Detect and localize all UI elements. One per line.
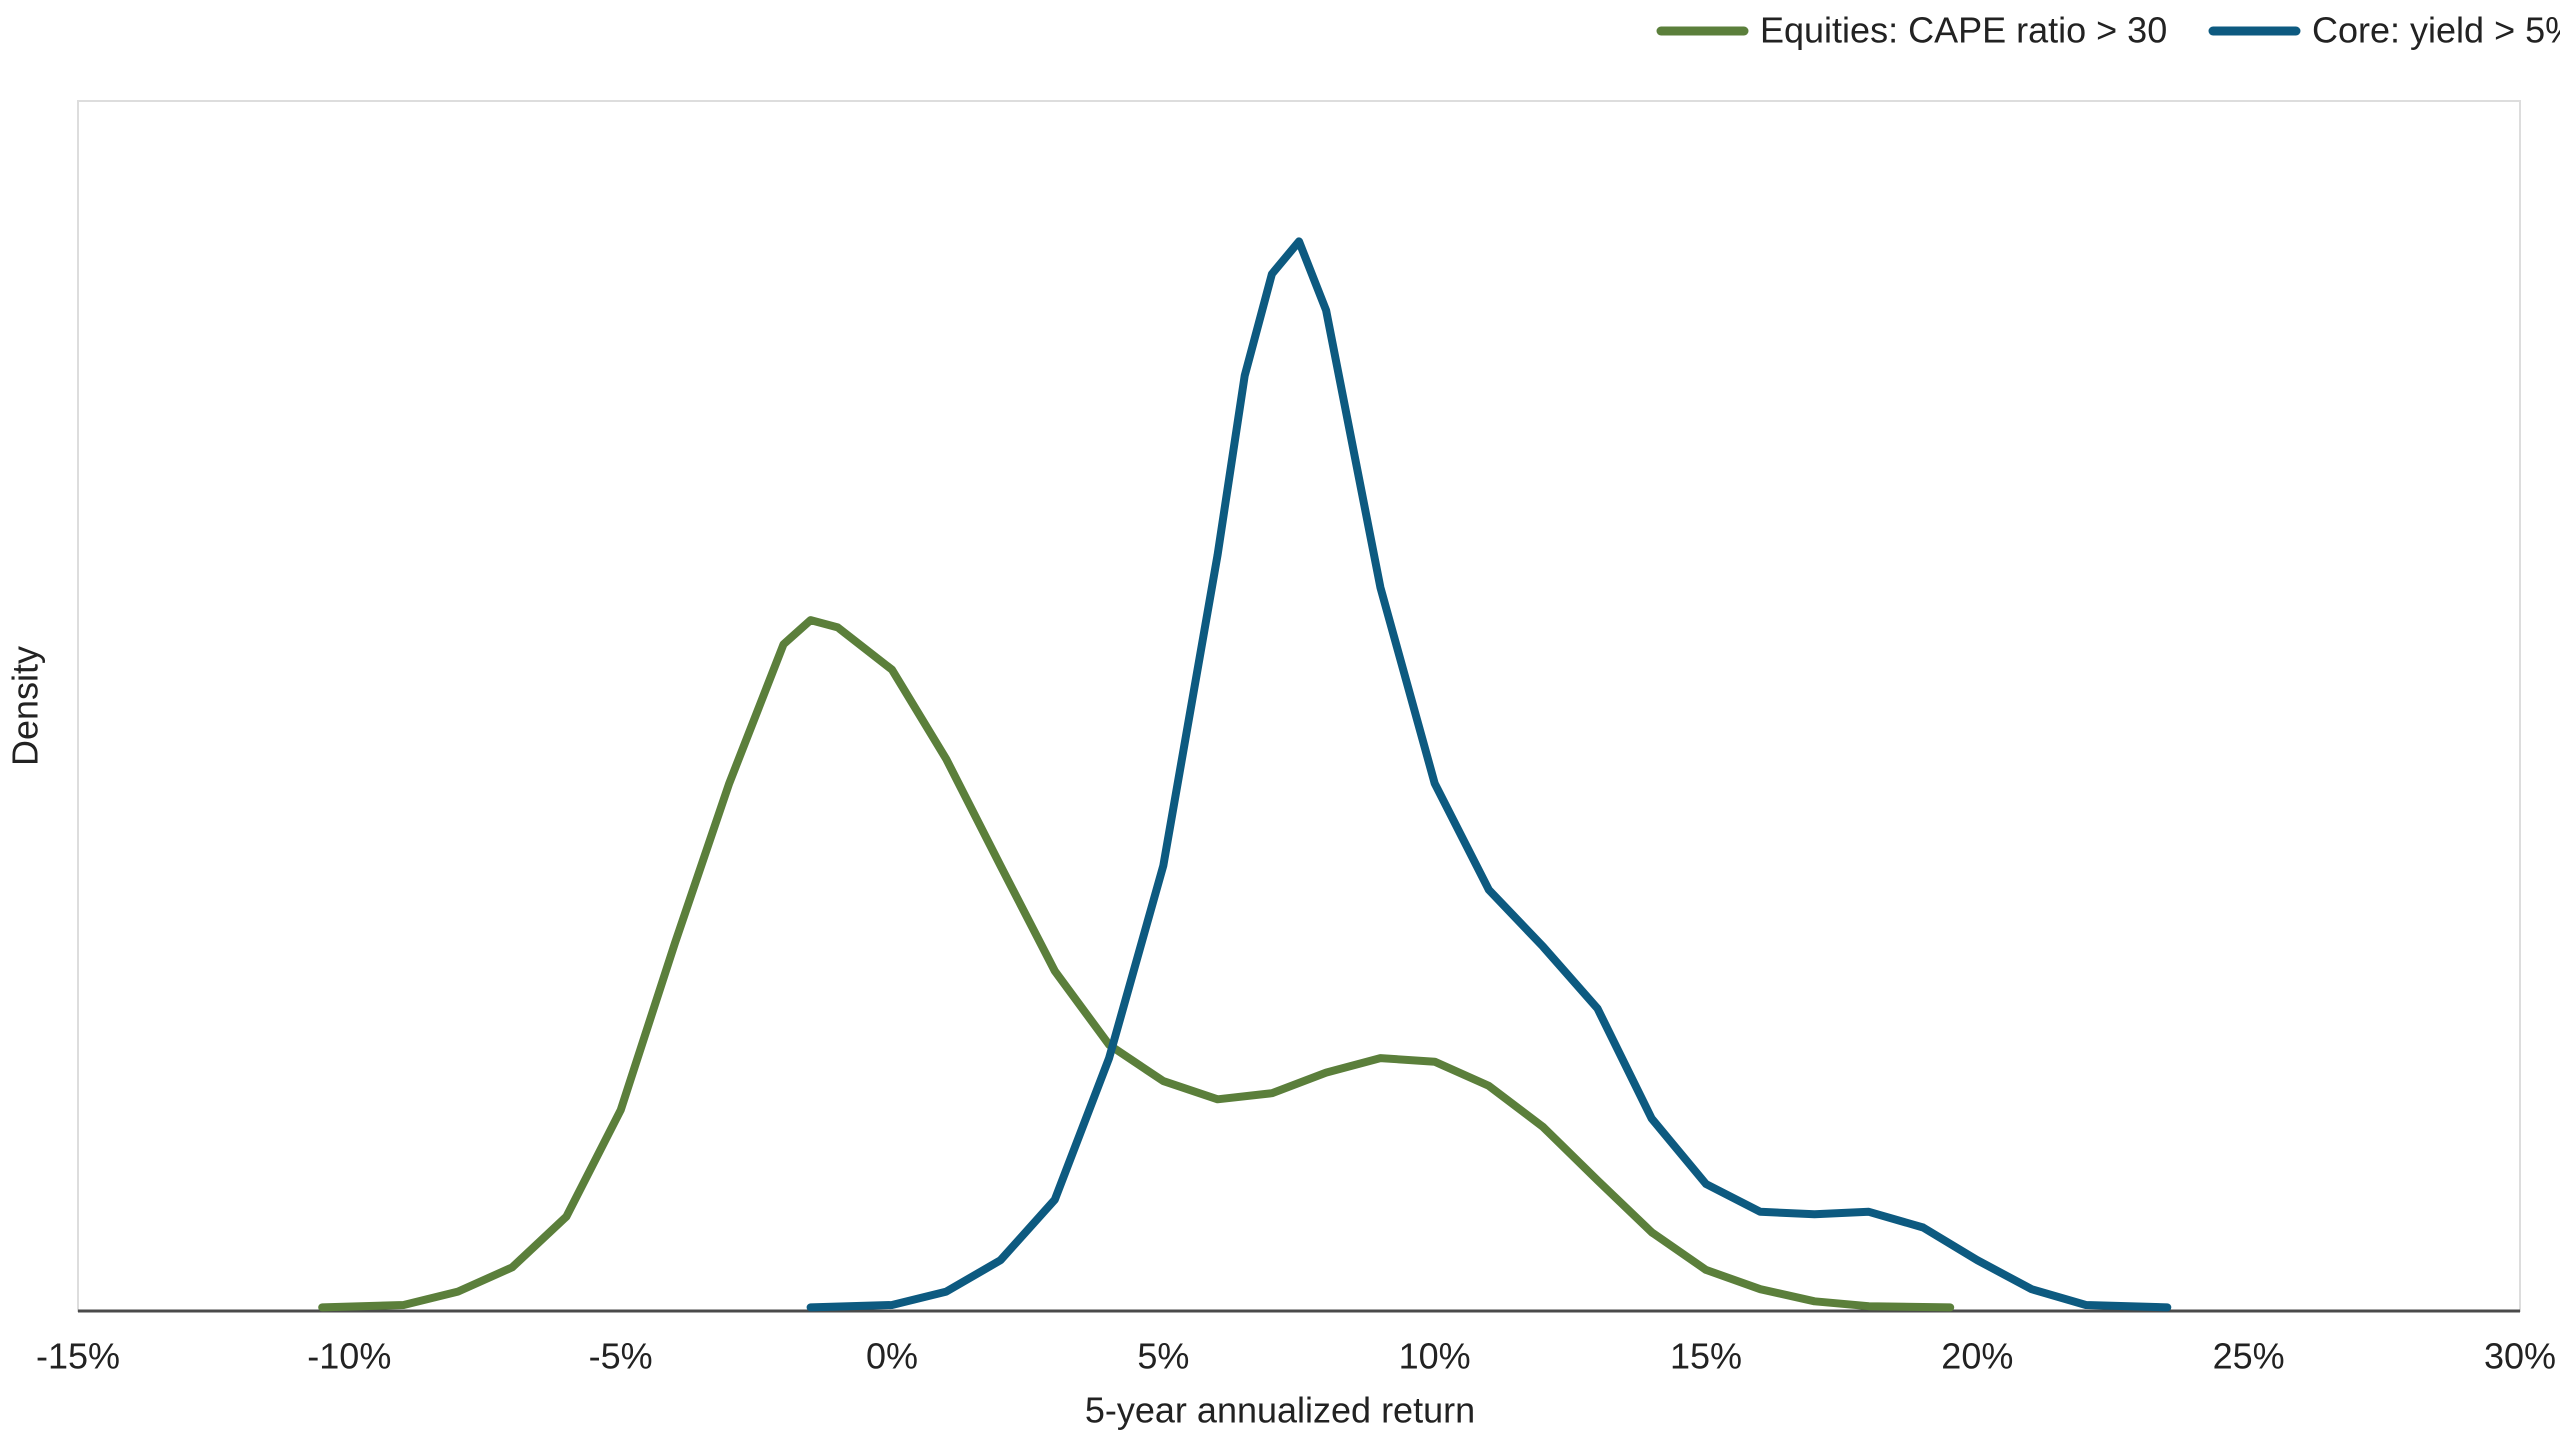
x-tick-label: 0% (866, 1336, 918, 1377)
x-tick-label: 20% (1941, 1336, 2013, 1377)
legend-label: Equities: CAPE ratio > 30 (1760, 10, 2167, 51)
series-line (806, 237, 2172, 1312)
legend-label: Core: yield > 5% (2312, 10, 2560, 51)
x-tick-label: -15% (36, 1336, 120, 1377)
x-tick-label: 10% (1399, 1336, 1471, 1377)
x-tick-label: 5% (1137, 1336, 1189, 1377)
x-tick-label: 25% (2213, 1336, 2285, 1377)
y-axis-title: Density (5, 646, 46, 766)
x-tick-label: -5% (589, 1336, 653, 1377)
x-axis-title: 5-year annualized return (1085, 1390, 1475, 1431)
x-tick-label: 15% (1670, 1336, 1742, 1377)
x-tick-label: -10% (307, 1336, 391, 1377)
x-tick-label: 30% (2484, 1336, 2556, 1377)
plot-frame (77, 100, 2521, 1312)
